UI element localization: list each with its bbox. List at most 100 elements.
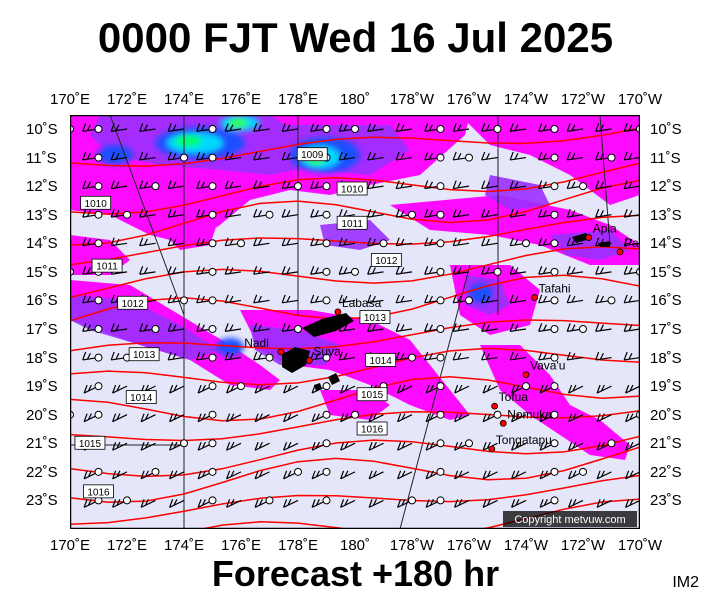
wind-barb xyxy=(110,323,128,332)
place-marker: Nomuka xyxy=(499,407,552,427)
island-shape xyxy=(598,241,610,247)
wind-barb xyxy=(623,294,640,304)
svg-text:1013: 1013 xyxy=(364,313,387,324)
isobar-line xyxy=(70,246,640,299)
wind-barb xyxy=(397,413,413,423)
wind-barb xyxy=(253,208,274,219)
wind-barb xyxy=(538,180,559,191)
lat-label: 21˚S xyxy=(26,435,58,453)
forecast-hour-label: Forecast +180 hr xyxy=(211,553,500,594)
wind-barb xyxy=(481,123,502,133)
wind-barb xyxy=(140,413,156,423)
wind-barb xyxy=(338,351,356,361)
wind-barb xyxy=(167,208,185,218)
wind-barb xyxy=(623,208,640,218)
lon-label: 170˚E xyxy=(49,91,91,108)
wind-barb xyxy=(424,123,445,133)
svg-text:1013: 1013 xyxy=(133,350,156,361)
wind-barb xyxy=(367,151,384,161)
wind-barb xyxy=(281,294,299,304)
wind-barb xyxy=(482,499,498,508)
wind-barb xyxy=(509,266,527,275)
wind-barb xyxy=(424,180,445,191)
wind-barb xyxy=(196,151,217,162)
wind-barb xyxy=(196,351,217,362)
wind-barb xyxy=(83,467,103,480)
wind-barb xyxy=(482,384,498,394)
wind-barb xyxy=(509,123,527,132)
forecast-map: 1009 1010 1010 1011 1011 1012 1012 1013 1013 1014… xyxy=(70,115,640,529)
wind-barb xyxy=(253,351,274,362)
isobar-label: 1011 xyxy=(91,258,123,273)
isobar-label: 1011 xyxy=(336,215,368,230)
island-shape xyxy=(282,347,310,373)
place-name: Nomuka xyxy=(507,407,552,421)
lon-label: 176˚W xyxy=(446,91,492,108)
isobar-label: 1016 xyxy=(83,484,114,498)
wind-barb xyxy=(538,237,559,248)
wind-barb xyxy=(623,351,640,361)
wind-barb xyxy=(340,441,356,451)
wind-barb xyxy=(625,384,640,394)
wind-barb xyxy=(169,499,185,508)
lat-label: 21˚S xyxy=(650,435,682,453)
wind-barb xyxy=(283,467,302,480)
wind-barb xyxy=(568,441,584,451)
lon-label: 174˚E xyxy=(163,537,205,554)
wind-barb xyxy=(395,323,413,332)
isobar-labels: 1009 1010 1010 1011 1011 1012 1012 1013 1013 1014… xyxy=(74,147,402,498)
wind-barb xyxy=(425,496,445,508)
wind-barb xyxy=(481,208,498,218)
wind-barb xyxy=(281,151,299,161)
wind-barb xyxy=(566,180,587,191)
place-name: Pago Pago xyxy=(624,236,640,250)
wind-barb xyxy=(110,208,131,219)
wind-barb xyxy=(566,351,584,361)
wind-barb xyxy=(281,237,299,247)
wind-barb xyxy=(424,208,445,219)
wind-barb xyxy=(539,382,559,394)
wind-barb xyxy=(596,413,612,423)
wind-barb xyxy=(595,266,612,275)
wind-barb xyxy=(509,351,527,361)
wind-barb xyxy=(196,123,217,133)
lat-label: 19˚S xyxy=(650,378,682,396)
place-marker: Vava'u xyxy=(522,359,565,379)
wind-barb xyxy=(452,323,470,332)
island-shape xyxy=(314,383,322,391)
wind-barb xyxy=(254,441,270,451)
lon-label: 174˚W xyxy=(503,91,549,108)
isobar-line xyxy=(70,409,640,442)
wind-barb xyxy=(224,123,242,132)
wind-barb xyxy=(395,151,413,161)
wind-barb xyxy=(367,323,384,332)
isobar-label: 1013 xyxy=(128,347,160,361)
island-shape xyxy=(302,313,354,337)
wind-barb xyxy=(112,470,128,480)
wind-barb xyxy=(281,266,299,275)
wind-barb xyxy=(82,208,103,219)
isobar-label: 1012 xyxy=(370,253,402,267)
wind-barb xyxy=(253,294,270,304)
place-name: Tongatapu xyxy=(496,433,552,447)
wind-barb xyxy=(112,413,128,423)
lon-label: 178˚W xyxy=(389,91,435,108)
isobar-line xyxy=(70,376,640,422)
lat-label: 10˚S xyxy=(26,121,58,138)
wind-barb xyxy=(454,413,470,423)
lat-label: 20˚S xyxy=(26,406,58,424)
wind-barb xyxy=(595,180,612,190)
wind-barb xyxy=(623,237,640,247)
isobar-label: 1015 xyxy=(356,387,388,401)
wind-barb xyxy=(112,384,128,394)
wind-barb xyxy=(481,294,498,304)
place-marker: Apia xyxy=(585,222,617,241)
wind-barb xyxy=(397,470,413,480)
wind-barb xyxy=(509,151,527,161)
wind-barb xyxy=(425,410,445,423)
wind-barb xyxy=(568,499,584,508)
wind-barb xyxy=(454,439,473,451)
isobar-line xyxy=(70,446,640,503)
wind-barb xyxy=(139,180,160,191)
lat-label: 18˚S xyxy=(650,349,682,367)
